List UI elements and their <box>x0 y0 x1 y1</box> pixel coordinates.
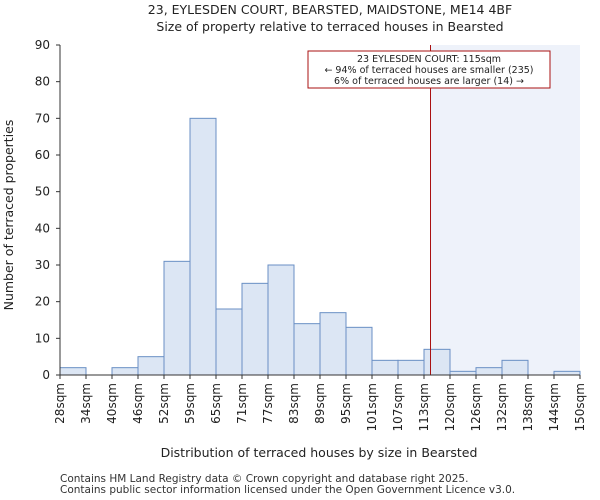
footer-line1: Contains HM Land Registry data © Crown c… <box>60 473 469 485</box>
x-tick-label: 132sqm <box>495 383 509 431</box>
y-tick-label: 80 <box>35 75 50 89</box>
bar <box>553 370 581 376</box>
x-tick-label: 101sqm <box>365 383 379 431</box>
x-axis-label: Distribution of terraced houses by size … <box>161 445 478 460</box>
chart-title-line2: Size of property relative to terraced ho… <box>156 19 503 34</box>
x-tick-label: 65sqm <box>209 383 223 424</box>
bar <box>397 359 425 376</box>
annotation-line2: ← 94% of terraced houses are smaller (23… <box>324 65 533 76</box>
bar <box>163 260 191 376</box>
x-tick-label: 107sqm <box>391 383 405 431</box>
annotation-box <box>307 50 551 89</box>
bar <box>449 370 477 376</box>
y-tick-label: 90 <box>35 38 50 52</box>
plot-area: 0 10 20 30 40 50 60 70 80 90 28sqm 34sqm 40sqm 46sqm 5… <box>35 38 587 431</box>
bar <box>319 312 347 376</box>
y-tick-label: 60 <box>35 148 50 162</box>
bar <box>475 367 503 376</box>
y-tick-label: 0 <box>42 368 50 382</box>
larger-region-shade <box>430 45 580 375</box>
x-tick-label: 40sqm <box>105 383 119 424</box>
footer-line2: Contains public sector information licen… <box>60 484 516 496</box>
x-tick-label: 83sqm <box>287 383 301 424</box>
bar <box>267 264 295 376</box>
x-tick-label: 144sqm <box>547 383 561 431</box>
x-tick-label: 95sqm <box>339 383 353 424</box>
bar <box>345 326 373 376</box>
bar <box>371 359 399 376</box>
x-tick-label: 150sqm <box>573 383 587 431</box>
x-tick-label: 120sqm <box>443 383 457 431</box>
bar <box>111 367 139 376</box>
x-tick-label: 46sqm <box>131 383 145 424</box>
x-tick-label: 52sqm <box>157 383 171 424</box>
y-tick-label: 70 <box>35 111 50 125</box>
annotation-line3: 6% of terraced houses are larger (14) → <box>334 76 524 87</box>
x-tick-label: 71sqm <box>235 383 249 424</box>
x-tick-label: 77sqm <box>261 383 275 424</box>
x-tick-label: 89sqm <box>313 383 327 424</box>
x-tick-label: 34sqm <box>79 383 93 424</box>
bar <box>215 308 243 376</box>
y-tick-label: 50 <box>35 185 50 199</box>
bar <box>137 356 165 376</box>
bar <box>241 282 269 376</box>
bar <box>501 359 529 376</box>
x-tick-label: 138sqm <box>521 383 535 431</box>
bar <box>59 367 87 376</box>
x-tick-label: 113sqm <box>417 383 431 431</box>
bar <box>293 323 321 376</box>
annotation-line1: 23 EYLESDEN COURT: 115sqm <box>357 54 501 65</box>
y-tick-label: 40 <box>35 221 50 235</box>
bar <box>189 117 217 376</box>
chart-title-line1: 23, EYLESDEN COURT, BEARSTED, MAIDSTONE,… <box>148 2 512 17</box>
y-axis-label: Number of terraced properties <box>1 120 16 311</box>
y-tick-label: 30 <box>35 258 50 272</box>
x-tick-label: 28sqm <box>53 383 67 424</box>
x-tick-label: 59sqm <box>183 383 197 424</box>
y-tick-label: 10 <box>35 331 50 345</box>
x-tick-label: 126sqm <box>469 383 483 431</box>
bar <box>423 348 451 376</box>
y-tick-label: 20 <box>35 295 50 309</box>
